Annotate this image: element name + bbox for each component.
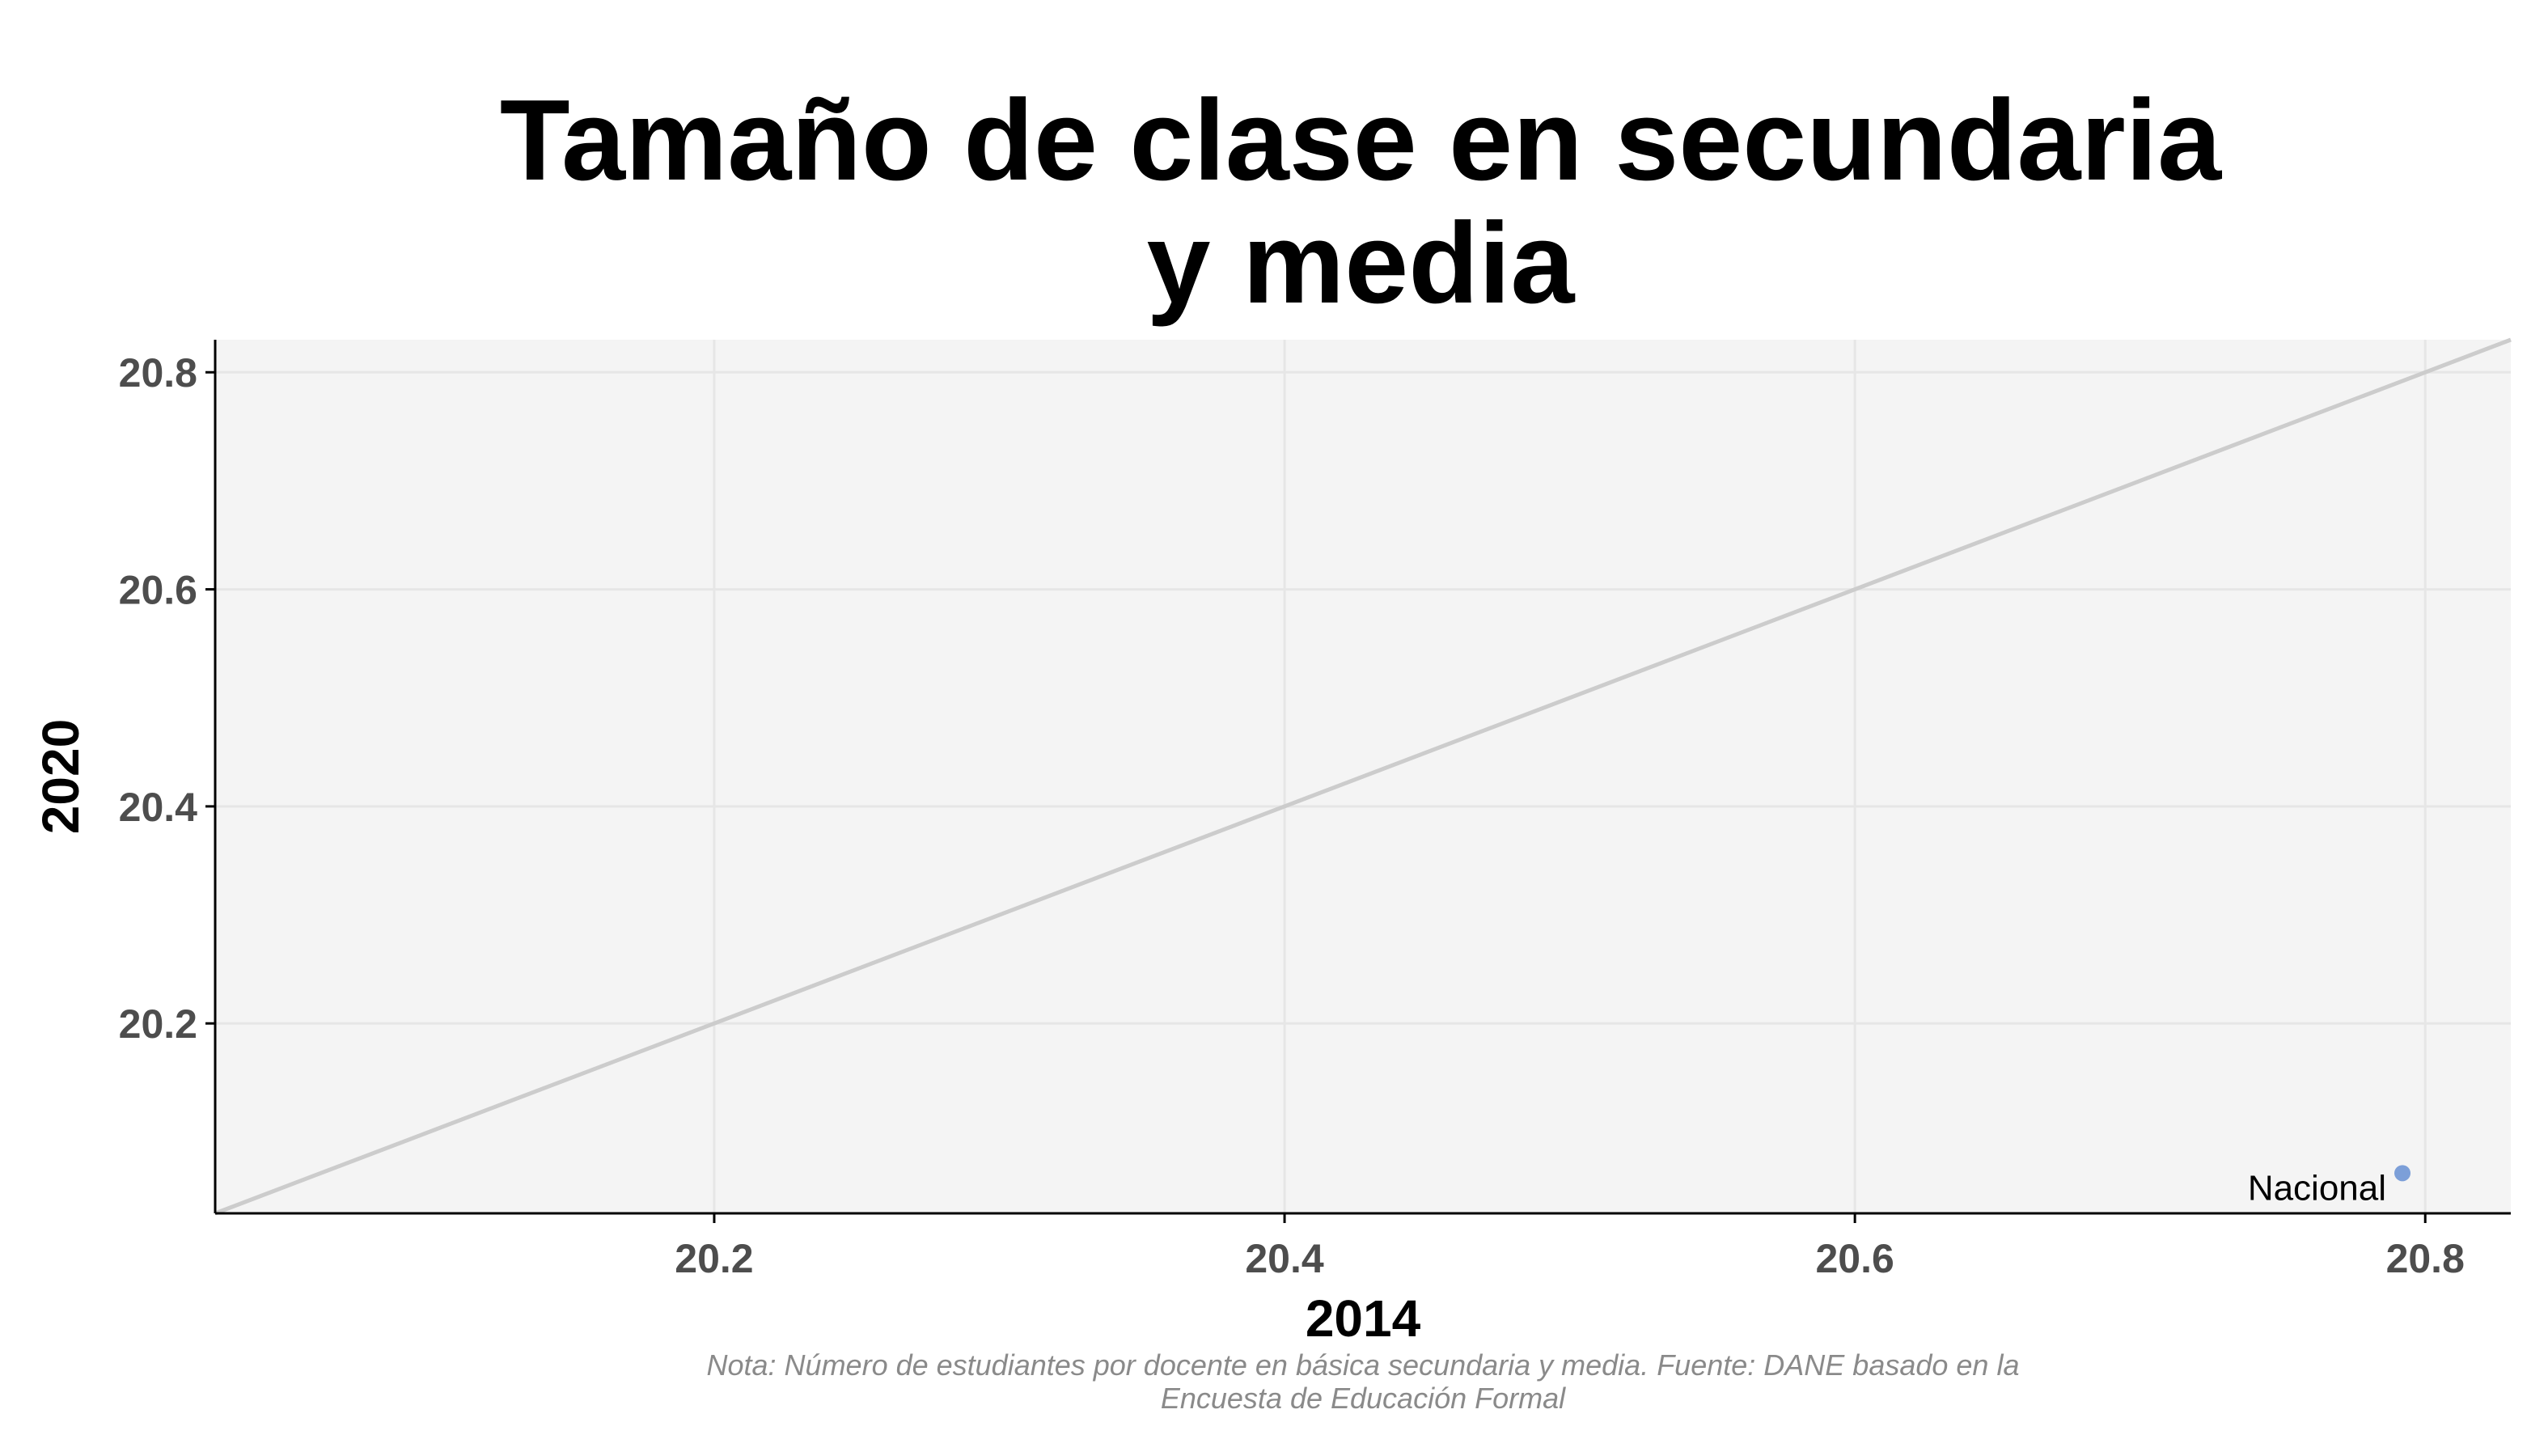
y-tick-label-3: 20.8 [119, 350, 197, 396]
chart-title-line-2: y media [1147, 199, 1576, 328]
x-tick-label-1: 20.4 [1245, 1236, 1324, 1281]
identity-reference-line [214, 337, 2512, 1216]
data-points: Nacional [2248, 1165, 2411, 1208]
x-tick-label-2: 20.6 [1815, 1236, 1894, 1281]
chart-title-line-1: Tamaño de clase en secundaria [500, 76, 2222, 205]
y-tick-label-0: 20.2 [119, 1001, 197, 1047]
x-axis-title: 2014 [1306, 1289, 1421, 1348]
caption-line-2: Encuesta de Educación Formal [1161, 1382, 1566, 1415]
y-tick-label-2: 20.6 [119, 568, 197, 613]
y-tick-label-1: 20.4 [119, 785, 198, 830]
chart-caption: Nota: Número de estudiantes por docente … [707, 1348, 2020, 1415]
grid-lines [215, 340, 2511, 1213]
x-tick-label-0: 20.2 [675, 1236, 753, 1281]
data-point-nacional [2394, 1165, 2411, 1182]
axis-ticks: 20.2 20.4 20.6 20.8 20.2 20.4 20.6 20.8 [119, 350, 2465, 1281]
caption-line-1: Nota: Número de estudiantes por docente … [707, 1348, 2020, 1382]
data-label-nacional: Nacional [2248, 1168, 2386, 1208]
y-axis-title: 2020 [32, 719, 90, 834]
chart-title: Tamaño de clase en secundaria y media [500, 76, 2222, 328]
x-tick-label-3: 20.8 [2386, 1236, 2465, 1281]
